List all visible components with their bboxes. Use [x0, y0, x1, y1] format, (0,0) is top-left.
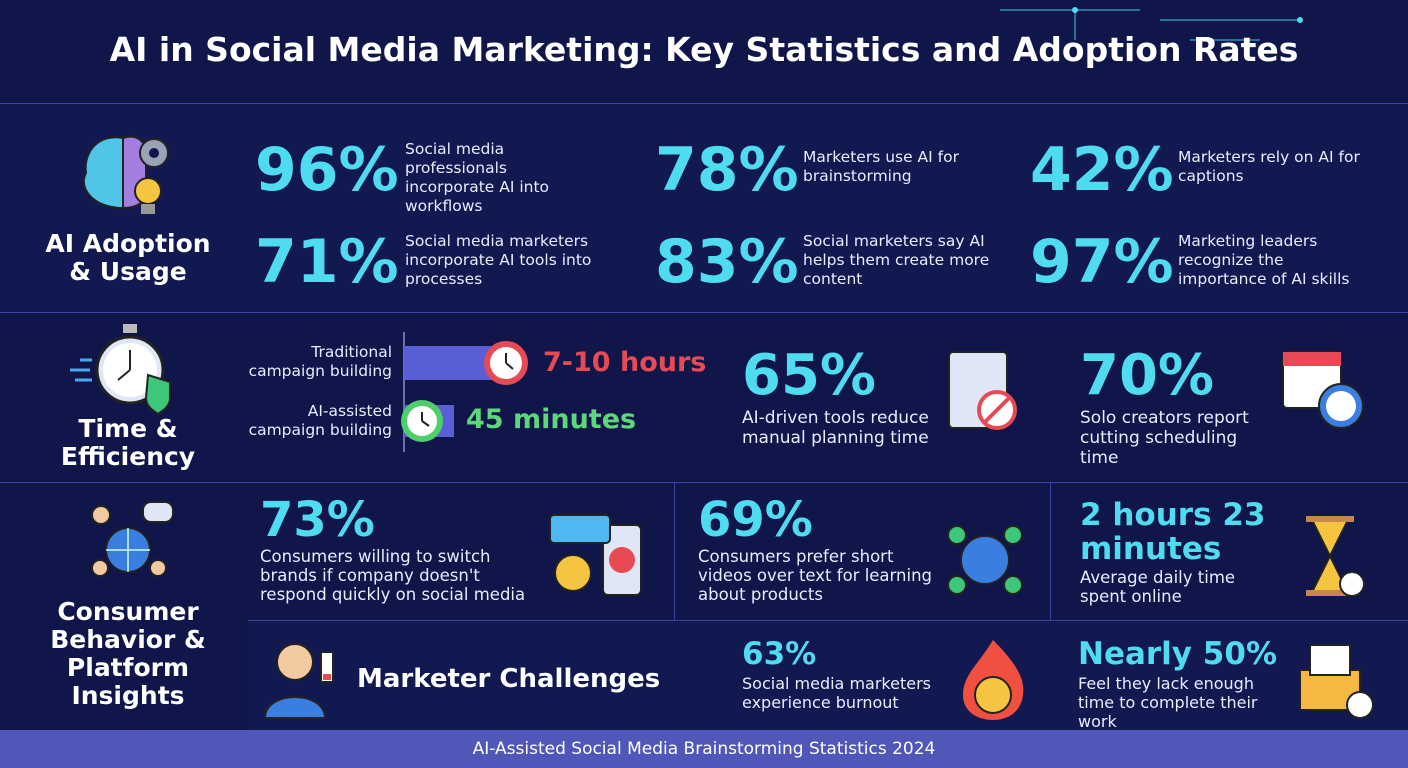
- stat-value: 73%: [260, 492, 375, 548]
- stat-value: 69%: [698, 492, 813, 548]
- footer: AI-Assisted Social Media Brainstorming S…: [0, 730, 1408, 768]
- challenges-title: Marketer Challenges: [357, 664, 661, 694]
- stat-text: Marketers use AI for brainstorming: [803, 148, 959, 185]
- stat-text: Social media marketers incorporate AI to…: [405, 232, 592, 288]
- stat-text: Consumers willing to switch brands if co…: [260, 547, 526, 604]
- section-label: Consumer Behavior & Platform Insights: [50, 597, 206, 710]
- stat-text: Feel they lack enough time to complete t…: [1078, 674, 1258, 731]
- stat-text: Social media professionals incorporate A…: [405, 140, 550, 215]
- stat-value: 71%: [255, 227, 399, 297]
- stat-value: 70%: [1080, 343, 1215, 408]
- comparison-value: 7-10 hours: [543, 347, 707, 378]
- stat-text: Average daily time spent online: [1080, 568, 1236, 606]
- stat-value: 83%: [655, 227, 799, 297]
- stat-text: Social media marketers experience burnou…: [742, 674, 931, 712]
- comparison-label: Traditional campaign building: [248, 343, 392, 380]
- title: AI in Social Media Marketing: Key Statis…: [109, 30, 1299, 69]
- stat-text: Social marketers say AI helps them creat…: [803, 232, 990, 288]
- stat-text: Marketers rely on AI for captions: [1178, 148, 1360, 185]
- divider: [0, 482, 1408, 483]
- divider: [674, 482, 675, 620]
- stat-value: Nearly 50%: [1078, 636, 1278, 672]
- comparison-value: 45 minutes: [466, 404, 637, 435]
- stat-value: 63%: [742, 636, 817, 672]
- section-label: AI Adoption & Usage: [45, 229, 211, 286]
- section-label: Time & Efficiency: [60, 414, 196, 471]
- stat-text: Marketing leaders recognize the importan…: [1178, 232, 1350, 288]
- stat-text: Solo creators report cutting scheduling …: [1080, 408, 1249, 468]
- stat-value: 2 hours 23 minutes: [1080, 497, 1266, 567]
- divider: [248, 620, 1408, 621]
- divider: [0, 312, 1408, 313]
- stat-value: 65%: [742, 343, 877, 408]
- divider: [0, 103, 1408, 104]
- stat-value: 96%: [255, 135, 399, 205]
- stat-text: Consumers prefer short videos over text …: [698, 547, 933, 604]
- comparison-label: AI-assisted campaign building: [248, 402, 392, 439]
- stat-value: 97%: [1030, 227, 1174, 297]
- stat-value: 42%: [1030, 135, 1174, 205]
- stat-text: AI-driven tools reduce manual planning t…: [742, 408, 929, 448]
- divider: [1050, 482, 1051, 620]
- stat-value: 78%: [655, 135, 799, 205]
